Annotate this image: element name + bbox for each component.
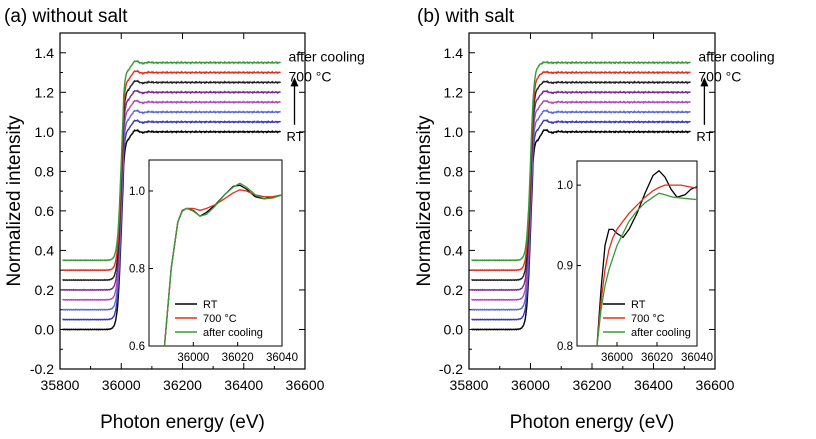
y-tick-label: -0.2 (439, 361, 463, 377)
y-tick-label: 0.0 (444, 321, 464, 337)
legend-label: 700 °C (203, 313, 237, 325)
inset-y-tick-label: 0.6 (129, 341, 145, 353)
inset-series-line-1 (596, 184, 697, 346)
series-line-6 (62, 69, 281, 272)
series-line-1 (471, 118, 691, 321)
y-tick-label: 1.4 (35, 45, 55, 61)
series-line-7 (62, 59, 281, 262)
legend-label: RT (631, 299, 646, 311)
inset-series-line-2 (163, 182, 282, 346)
panel-title: (a) without salt (4, 6, 128, 27)
series-line-0 (62, 128, 281, 331)
panel-b: (b) with salt 35800 36000 36200 36400 36600 -0… (414, 6, 775, 433)
y-tick-label: 0.0 (35, 321, 55, 337)
annotation-700c: 700 °C (698, 69, 741, 85)
inset-frame (148, 159, 283, 347)
y-axis-label: Normalized intensity (414, 115, 435, 287)
y-tick-label: 0.6 (35, 203, 55, 219)
series-line-2 (471, 109, 691, 311)
series-line-6 (471, 70, 691, 272)
y-tick-label: 0.8 (35, 163, 55, 179)
annotation-after-cooling: after cooling (289, 49, 365, 65)
series-line-4 (62, 89, 281, 292)
legend-label: after cooling (203, 327, 263, 339)
series-line-1 (62, 119, 281, 321)
inset-x-tick-label: 36040 (681, 352, 713, 364)
y-tick-label: 1.4 (444, 45, 464, 61)
x-axis-label: Photon energy (eV) (510, 412, 675, 433)
inset-y-tick-label: 0.8 (129, 264, 145, 276)
inset-series-line-2 (596, 192, 697, 346)
y-tick-label: 0.8 (444, 163, 464, 179)
y-tick-label: 1.2 (444, 84, 464, 100)
inset-x-tick-label: 36000 (601, 352, 633, 364)
y-tick-label: 0.2 (444, 282, 464, 298)
inset-x-tick-label: 36000 (177, 352, 209, 364)
series-line-7 (471, 60, 691, 262)
series-line-5 (471, 79, 691, 282)
panel-title: (b) with salt (417, 6, 515, 27)
inset-y-tick-label: 1.0 (557, 180, 573, 192)
inset-frame (576, 160, 698, 347)
annotation-rt: RT (287, 129, 304, 144)
y-tick-label: 0.2 (35, 282, 55, 298)
y-tick-label: 0.4 (35, 242, 55, 258)
arrow-head (290, 77, 299, 87)
annotation-rt: RT (696, 129, 713, 144)
inset-x-tick-label: 36040 (266, 352, 298, 364)
y-axis-label: Normalized intensity (4, 115, 25, 287)
legend-label: RT (203, 299, 218, 311)
inset-y-tick-label: 0.8 (557, 341, 573, 353)
x-tick-label: 36000 (102, 377, 141, 393)
x-tick-label: 36600 (696, 377, 735, 393)
x-tick-label: 36400 (224, 377, 263, 393)
inset-y-tick-label: 0.9 (557, 261, 573, 273)
y-tick-label: 1.0 (35, 124, 55, 140)
x-tick-label: 36400 (634, 377, 673, 393)
inset-y-tick-label: 1.0 (129, 186, 145, 198)
y-tick-label: 0.6 (444, 203, 464, 219)
inset-series-line-0 (596, 169, 697, 346)
y-tick-label: -0.2 (30, 361, 54, 377)
inset-panel: 36000 36020 36040 0.8 0.9 1.0 RT 700 °C after co… (557, 160, 713, 364)
series-line-0 (471, 128, 691, 331)
x-tick-label: 36200 (163, 377, 202, 393)
inset-panel: 36000 36020 36040 0.6 0.8 1.0 RT 700 °C after co… (129, 159, 298, 364)
x-tick-label: 36600 (286, 377, 325, 393)
series-line-2 (62, 109, 281, 311)
annotation-700c: 700 °C (289, 69, 332, 85)
series-line-3 (62, 99, 281, 302)
x-tick-label: 35800 (41, 377, 80, 393)
arrow-head (700, 77, 709, 87)
legend-label: 700 °C (631, 313, 665, 325)
panel-a: (a) without salt 35800 36000 36200 36400 3660… (4, 6, 365, 433)
x-tick-label: 36000 (511, 377, 550, 393)
legend-label: after cooling (631, 327, 691, 339)
series-line-5 (62, 79, 281, 282)
series-line-4 (471, 89, 691, 292)
x-tick-label: 35800 (450, 377, 489, 393)
y-tick-label: 1.2 (35, 84, 55, 100)
y-tick-label: 0.4 (444, 242, 464, 258)
inset-x-tick-label: 36020 (641, 352, 673, 364)
y-tick-label: 1.0 (444, 124, 464, 140)
series-line-3 (471, 99, 691, 302)
inset-x-tick-label: 36020 (222, 352, 254, 364)
x-axis-label: Photon energy (eV) (100, 412, 265, 433)
annotation-after-cooling: after cooling (698, 49, 774, 65)
x-tick-label: 36200 (573, 377, 612, 393)
